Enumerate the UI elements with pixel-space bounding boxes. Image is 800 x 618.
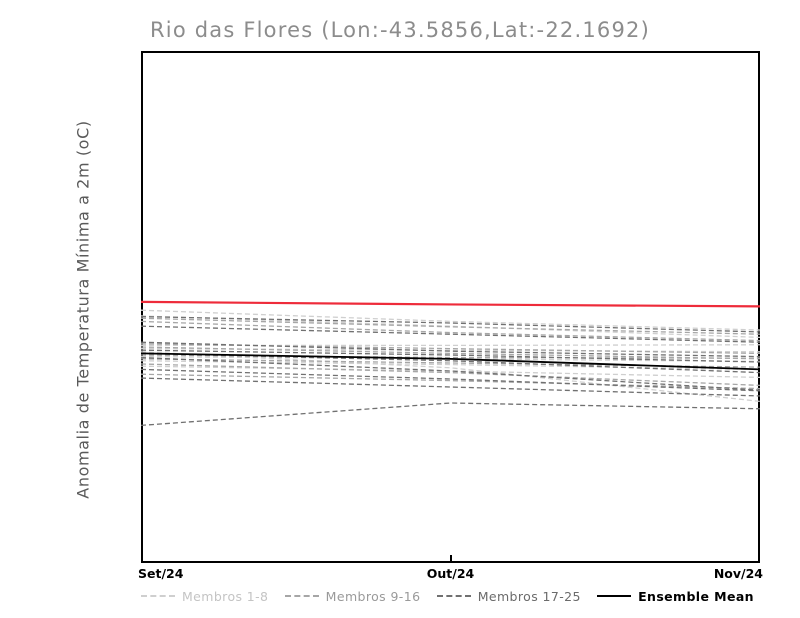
plot-frame — [141, 51, 760, 563]
series-line — [141, 315, 760, 333]
dashed-line-icon — [141, 595, 175, 597]
page-title: Rio das Flores (Lon:-43.5856,Lat:-22.169… — [150, 18, 650, 42]
legend-label: Membros 1-8 — [182, 588, 269, 604]
series-line — [141, 300, 760, 308]
series-line — [141, 317, 760, 335]
series-line — [141, 325, 760, 343]
series-line — [141, 349, 760, 363]
series-line — [141, 343, 760, 355]
dashed-line-icon — [284, 595, 319, 597]
series-line — [141, 309, 760, 331]
series-line — [141, 363, 760, 387]
x-tick-label: Set/24 — [138, 566, 184, 581]
x-tick-label: Out/24 — [426, 566, 475, 581]
series-line — [141, 365, 760, 379]
series-line — [141, 352, 760, 374]
series-line — [141, 346, 760, 360]
series-line — [141, 360, 760, 371]
series-line — [141, 320, 760, 342]
plot-area — [141, 300, 760, 427]
x-tick-mark — [449, 555, 452, 563]
series-line — [141, 344, 760, 347]
legend-item[interactable]: Membros 9-16 — [284, 588, 421, 604]
series-line — [141, 352, 760, 371]
solid-line-icon — [597, 595, 632, 597]
dashed-line-icon — [436, 595, 471, 597]
series-line — [141, 368, 760, 392]
series-line — [141, 341, 760, 358]
legend-item[interactable]: Ensemble Mean — [597, 589, 754, 604]
legend-item[interactable]: Membros 17-25 — [436, 588, 581, 604]
series-line — [141, 355, 760, 363]
legend-label: Ensemble Mean — [638, 588, 754, 604]
series-line — [141, 402, 760, 427]
legend-label: Membros 9-16 — [325, 588, 421, 604]
x-tick-label: Nov/24 — [713, 566, 763, 581]
series-line — [141, 315, 760, 339]
legend-label: Membros 17-25 — [477, 588, 581, 604]
series-line — [141, 354, 760, 359]
series-line — [141, 377, 760, 397]
chart-legend: Membros 1-8 Membros 9-16 Membros 17-25 Ense… — [141, 586, 760, 606]
series-line — [141, 373, 760, 390]
legend-item[interactable]: Membros 1-8 — [141, 589, 268, 604]
series-line — [141, 356, 760, 391]
